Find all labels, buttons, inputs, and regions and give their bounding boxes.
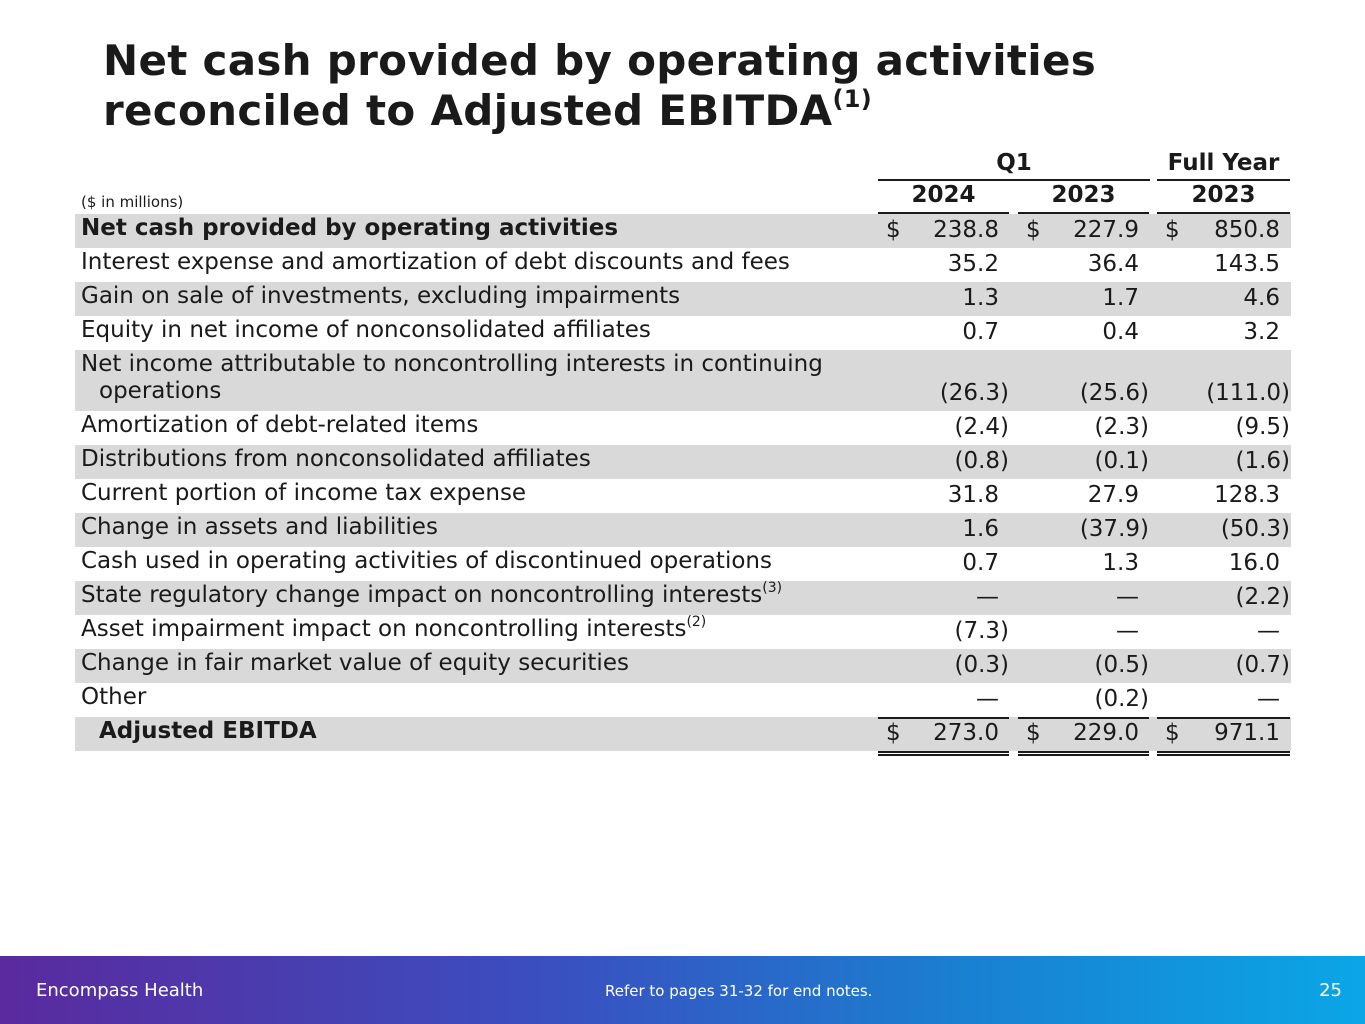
total-rule-top [1157,717,1290,719]
header-year-2: 2023 [1051,182,1116,208]
table-row: Amortization of debt-related items (2.4)… [81,412,1290,440]
table-row: Interest expense and amortization of deb… [81,249,1280,277]
page-title-text: Net cash provided by operating activitie… [103,36,1097,135]
currency-symbol: $ [1165,720,1180,746]
currency-symbol: $ [1026,720,1041,746]
page-title: Net cash provided by operating activitie… [103,36,1303,136]
table-row: Cash used in operating activities of dis… [81,548,1280,576]
header-group-q1: Q1 [996,150,1032,176]
header-rule-year-1 [878,212,1009,214]
table-row: Asset impairment impact on noncontrollin… [81,614,1280,644]
row-label: Amortization of debt-related items [81,412,479,438]
currency-symbol: $ [1165,217,1180,243]
footnote-marker: (2) [686,614,707,630]
footer-brand: Encompass Health [36,980,204,1001]
header-year-3: 2023 [1191,182,1256,208]
row-label: Current portion of income tax expense [81,480,527,506]
total-rule-top [1018,717,1149,719]
row-label: Net cash provided by operating activitie… [81,215,619,241]
table-header: Q1 Full Year ($ in millions) 2024 2023 2… [75,146,1291,214]
table-row: Other — (0.2) — [81,684,1280,712]
table-row: Equity in net income of nonconsolidated … [81,317,1280,345]
footer-note: Refer to pages 31-32 for end notes. [605,982,873,1000]
row-label: Asset impairment impact on noncontrollin… [81,614,707,642]
total-rule-top [878,717,1009,719]
currency-symbol: $ [886,720,901,746]
row-label: Change in assets and liabilities [81,514,438,540]
row-label: State regulatory change impact on noncon… [81,580,783,608]
currency-symbol: $ [1026,217,1041,243]
header-rule-full-year [1157,179,1290,181]
row-label: Change in fair market value of equity se… [81,650,629,676]
row-label: Gain on sale of investments, excluding i… [81,283,681,309]
row-label: Other [81,684,147,710]
table-row: State regulatory change impact on noncon… [75,581,1291,615]
table-row-total: Adjusted EBITDA $273.0 $229.0 $971.1 [75,717,1291,756]
row-label: Cash used in operating activities of dis… [81,548,772,574]
row-label: Adjusted EBITDA [99,718,317,744]
header-group-full-year: Full Year [1167,150,1280,176]
footer-bar: Encompass Health Refer to pages 31-32 fo… [0,956,1365,1024]
table-row: Net income attributable to noncontrollin… [75,350,1291,411]
title-footnote: (1) [832,85,872,113]
total-double-rule [1018,751,1149,756]
table-row: Distributions from nonconsolidated affil… [75,445,1291,479]
table-row: Change in fair market value of equity se… [75,649,1291,683]
reconciliation-table: Q1 Full Year ($ in millions) 2024 2023 2… [75,146,1291,756]
header-year-1: 2024 [911,182,976,208]
table-row: Gain on sale of investments, excluding i… [75,282,1291,316]
total-double-rule [878,751,1009,756]
row-label: Distributions from nonconsolidated affil… [81,446,591,472]
row-label: Interest expense and amortization of deb… [81,249,790,275]
units-label: ($ in millions) [81,193,184,211]
table-row: Net cash provided by operating activitie… [75,214,1291,248]
table-row: Change in assets and liabilities 1.6 (37… [75,513,1291,547]
total-double-rule [1157,751,1290,756]
footnote-marker: (3) [762,580,783,596]
table-row: Current portion of income tax expense 31… [81,480,1280,508]
currency-symbol: $ [886,217,901,243]
header-rule-year-3 [1157,212,1290,214]
header-rule-q1 [878,179,1150,181]
row-label: Equity in net income of nonconsolidated … [81,317,651,343]
header-rule-year-2 [1018,212,1149,214]
page-number: 25 [1319,980,1342,1001]
row-label: Net income attributable to noncontrollin… [81,351,823,404]
